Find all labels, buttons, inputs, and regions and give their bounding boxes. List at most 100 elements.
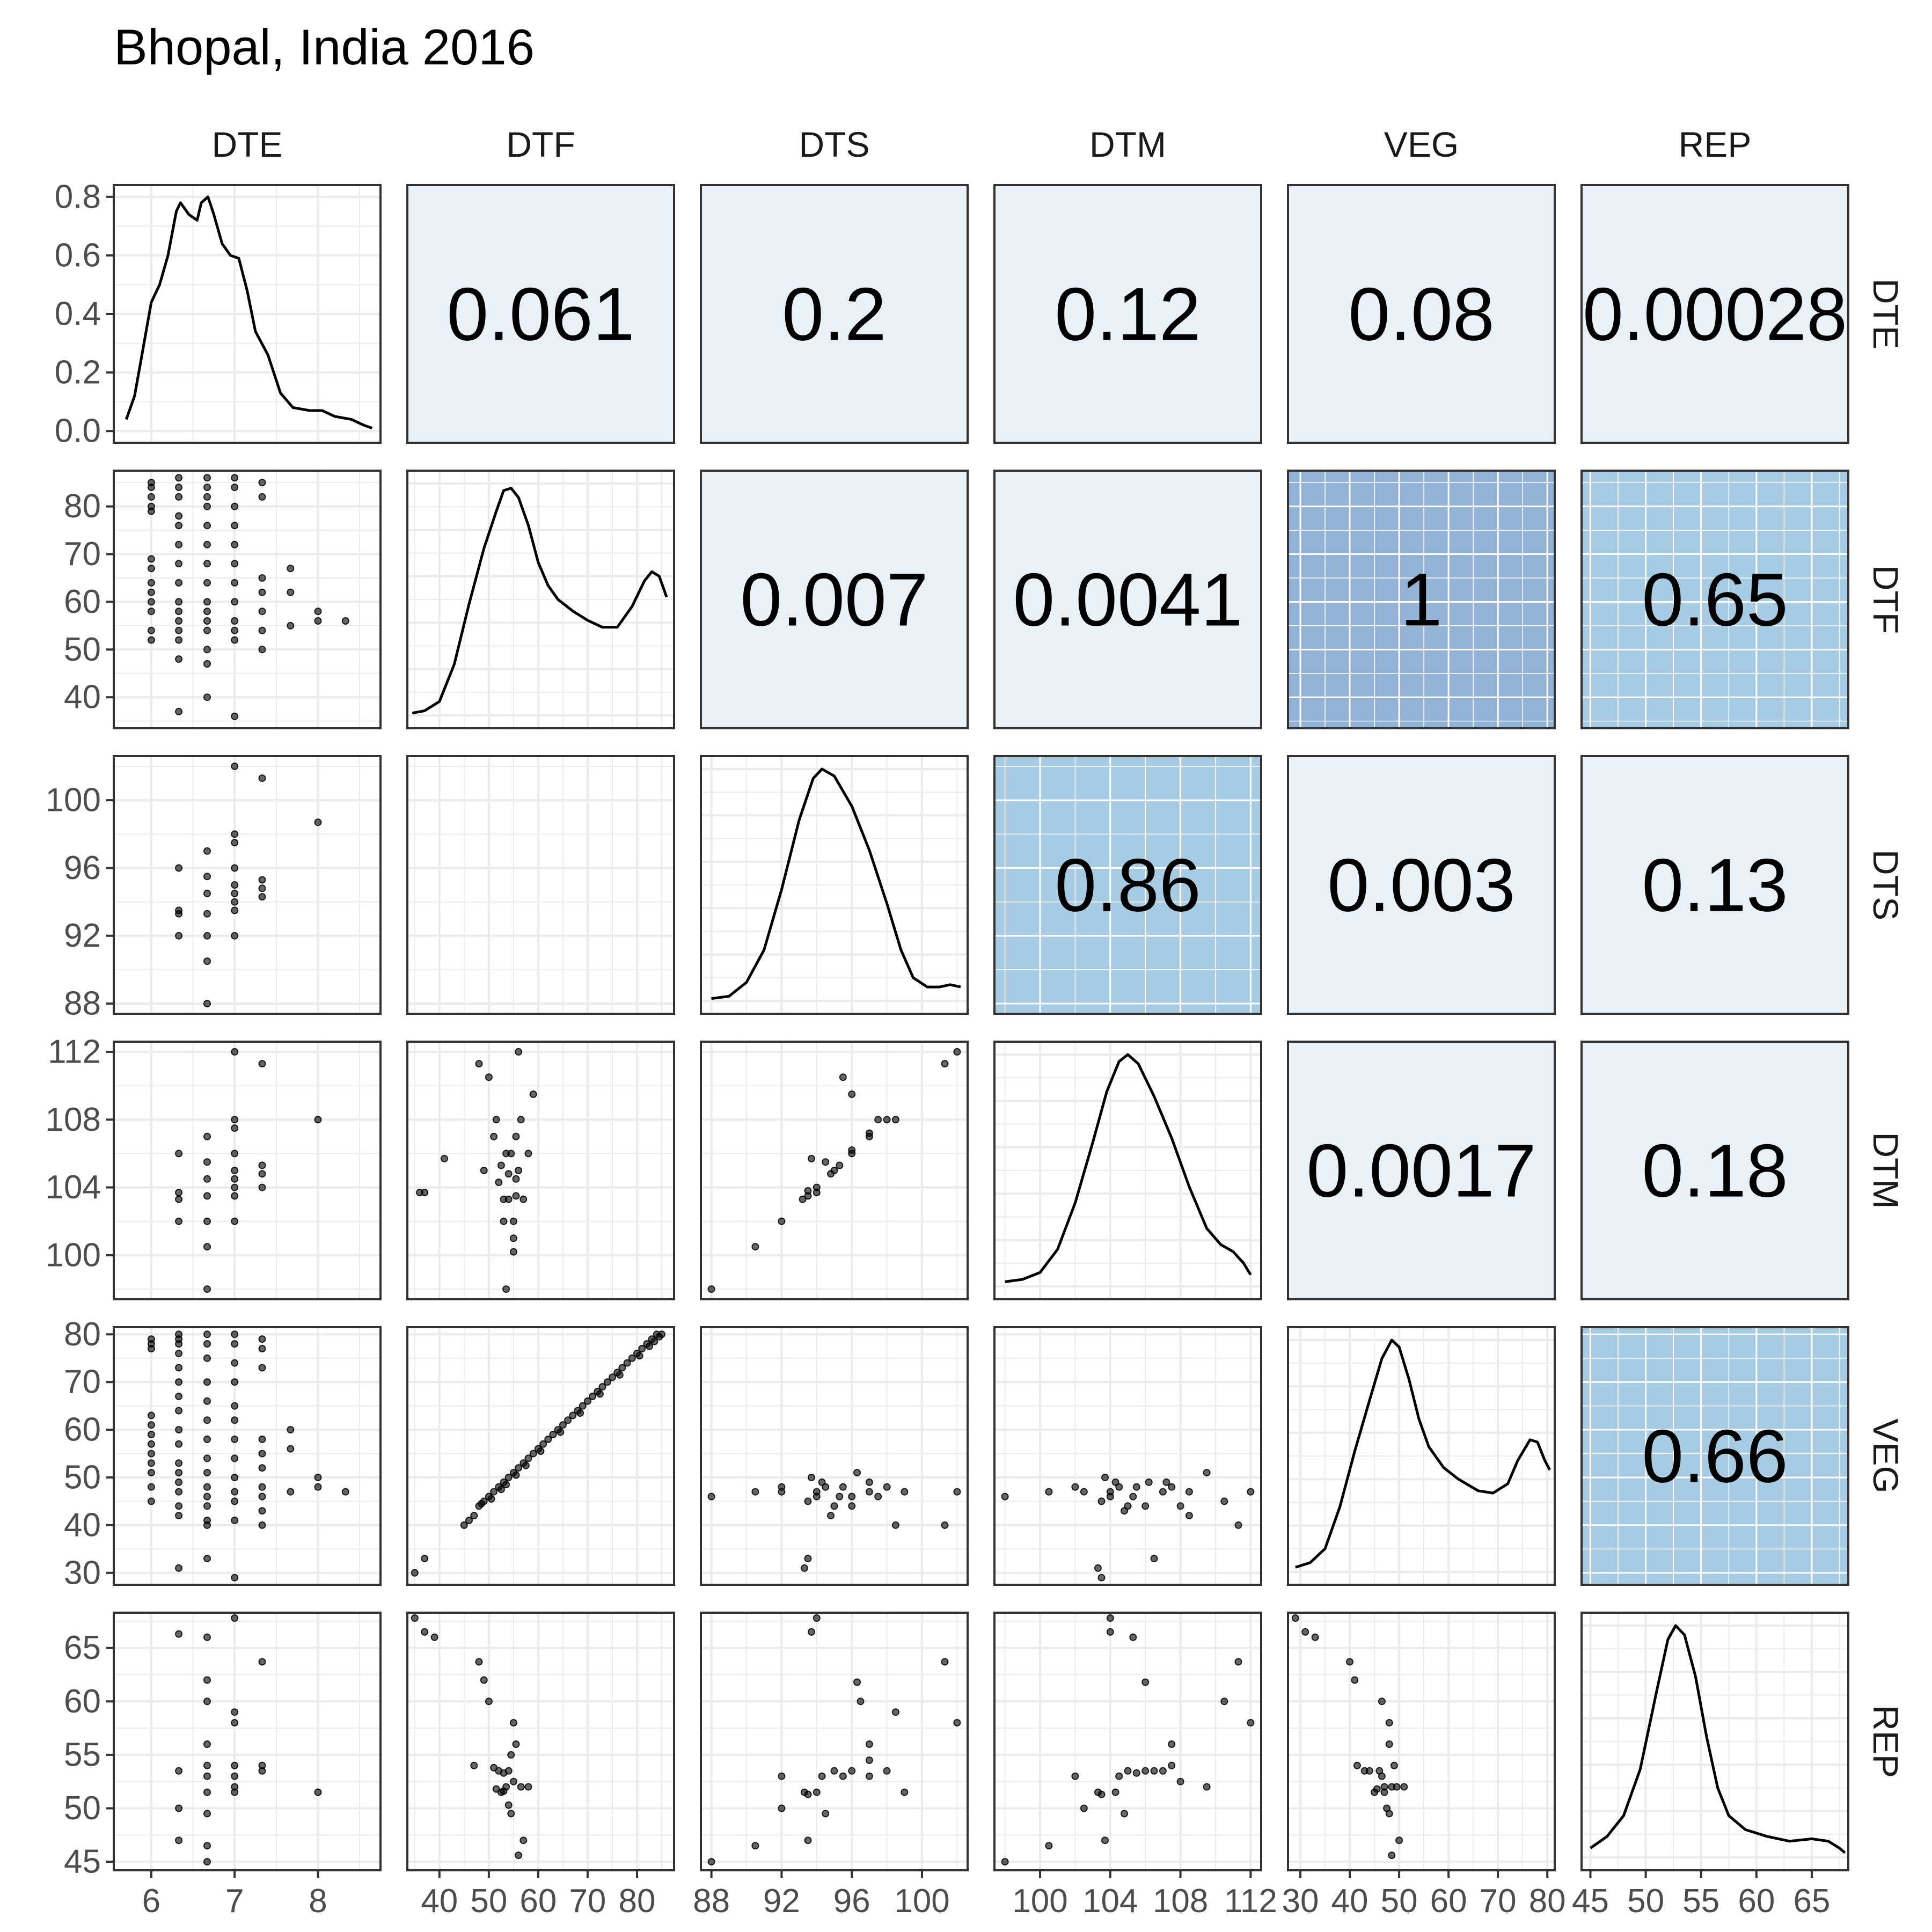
scatter-point [203,889,211,897]
scatter-point [529,1090,537,1098]
scatter-point [480,1676,488,1684]
x-tick-label-dtm: 104 [1082,1883,1138,1920]
correlation-tile [701,185,968,443]
scatter-point [1001,1492,1009,1501]
scatter-point [1097,1790,1106,1798]
x-tick-label-veg: 60 [1430,1883,1467,1920]
scatter-point [751,1842,759,1850]
scatter-point [1378,1772,1386,1780]
density-curve-dtf [412,487,668,715]
x-tick-label-veg: 40 [1331,1883,1368,1920]
scatter-point [470,1512,478,1520]
axis-labels: 0.0 0.2 0.4 0.6 0.8 40 50 60 70 80 88 92 96 100 100 104… [46,178,1831,1920]
scatter-point [175,1407,183,1415]
scatter-point [470,1761,478,1769]
scatter-point [203,873,211,881]
panel-rep-veg [1287,1612,1556,1871]
scatter-point [231,502,239,510]
panel-dts-dts [700,755,969,1015]
scatter-point [411,1614,419,1622]
x-tick-label-dts: 88 [693,1883,730,1920]
panel-background [407,756,674,1014]
scatter-point [314,608,322,616]
scatter-point [231,1359,239,1367]
scatter-point [485,1073,493,1081]
scatter-point [411,1569,419,1577]
panel-background [114,756,380,1014]
panel-dte-dtf: 0.061 [406,184,675,444]
density-curve-rep [1590,1624,1846,1854]
scatter-point [941,1060,949,1068]
scatter-point [848,1146,856,1154]
scatter-point [1176,1502,1184,1510]
panel-border [700,1612,969,1871]
panel-background [994,1327,1261,1585]
scatter-point [203,1761,211,1769]
scatter-point [1145,1478,1153,1486]
correlation-value: 0.0017 [1306,1129,1536,1213]
scatter-point [231,712,239,720]
scatter-point [203,502,211,510]
scatter-point [203,1192,211,1200]
scatter-point [231,626,239,634]
scatter-point [175,1392,183,1400]
panel-border [1287,1326,1556,1586]
scatter-point [175,1836,183,1845]
scatter-point [203,1340,211,1348]
scatter-point [314,1788,322,1796]
scatter-point [147,1411,155,1419]
scatter-point [175,1512,183,1520]
panel-background [994,1613,1261,1870]
scatter-point [341,1488,349,1496]
scatter-point [258,1364,266,1372]
row-label-dts: DTS [1866,850,1906,920]
scatter-point [231,1761,239,1769]
scatter-point [203,560,211,568]
panel-border [1287,1612,1556,1871]
scatter-point [175,1150,183,1158]
correlation-tile [994,756,1261,1014]
correlation-value: 0.18 [1642,1129,1788,1213]
scatter-point [430,1633,438,1641]
scatter-point [618,1364,626,1372]
scatter-point [839,1073,847,1081]
y-tick-label-dtf: 40 [64,679,101,716]
scatter-point [175,579,183,587]
y-tick-label-dtf: 60 [64,583,101,620]
panel-dtm-dts [700,1041,969,1300]
panel-border [406,1612,675,1871]
panel-border [1580,1326,1849,1586]
panel-border [113,1326,382,1586]
column-label-dtm: DTM [1089,125,1166,164]
scatter-point [539,1440,547,1448]
scatter-point [557,1428,565,1436]
scatter-point [231,1788,239,1796]
scatter-point [1203,1469,1211,1477]
scatter-point [485,1697,493,1706]
scatter-point [504,1801,513,1809]
y-tick-label-rep: 55 [64,1736,101,1773]
panel-border [700,1041,969,1300]
scatter-point [1141,1502,1150,1510]
scatter-point [147,507,155,515]
scatter-point [1385,1810,1393,1818]
scatter-point [1045,1842,1053,1850]
x-tick-label-dtm: 108 [1153,1883,1208,1920]
correlation-tile [1288,1042,1555,1299]
correlation-value: 0.0041 [1013,558,1242,642]
scatter-point [175,932,183,940]
scatter-point [258,588,266,596]
scatter-point [231,540,239,548]
scatter-point [891,1116,899,1124]
scatter-point [231,889,239,897]
panel-border [406,184,675,444]
scatter-point [1101,1474,1109,1481]
correlation-value: 0.12 [1055,272,1201,356]
correlation-value: 0.007 [740,558,928,642]
scatter-point [258,1161,266,1169]
scatter-point [883,1483,891,1491]
scatter-point [175,1469,183,1477]
scatter-point [512,1471,520,1479]
scatter-point [1385,1719,1393,1727]
scatter-point [839,1483,847,1491]
